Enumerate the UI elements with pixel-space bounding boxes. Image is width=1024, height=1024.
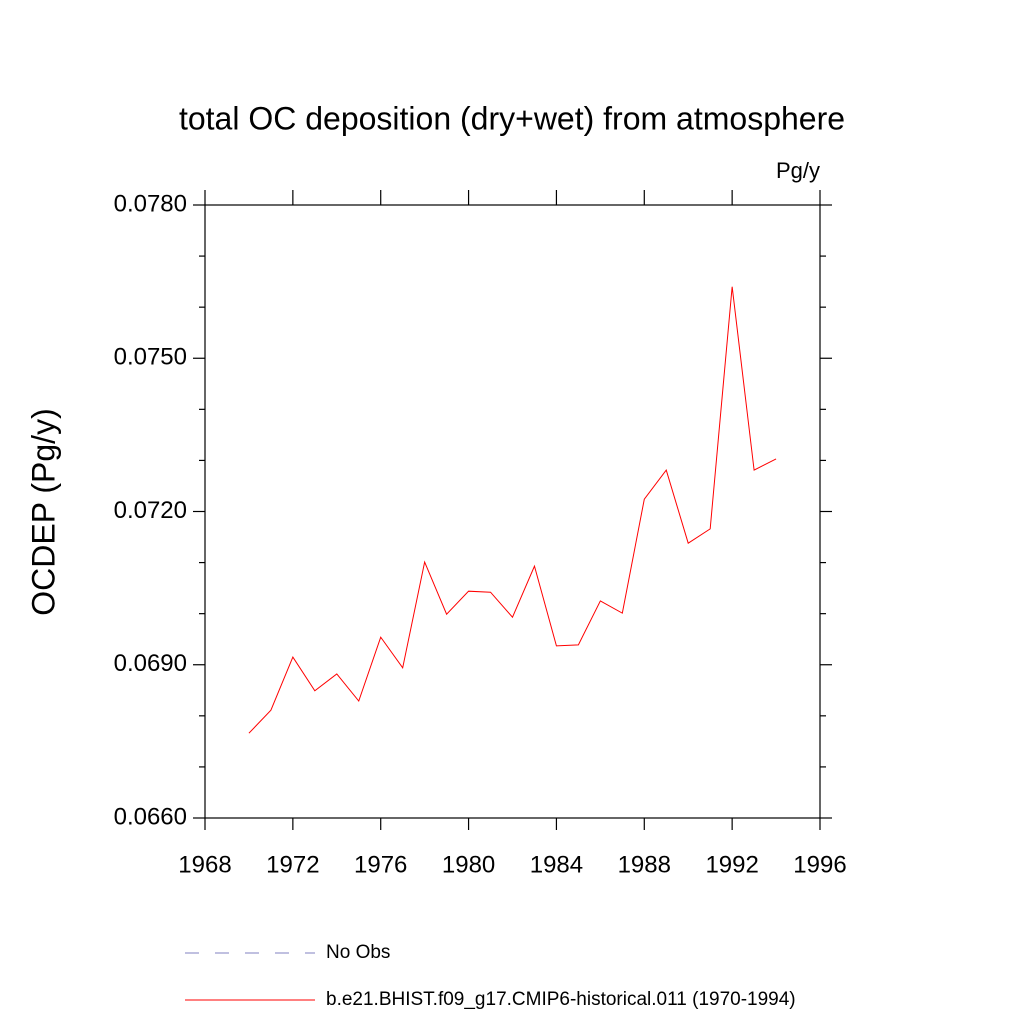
x-tick-label: 1996	[793, 851, 846, 878]
y-tick-label: 0.0750	[114, 344, 187, 371]
y-tick-label: 0.0780	[114, 190, 187, 217]
y-tick-label: 0.0690	[114, 650, 187, 677]
x-tick-label: 1972	[266, 851, 319, 878]
y-tick-label: 0.0720	[114, 497, 187, 524]
x-tick-label: 1980	[442, 851, 495, 878]
x-tick-label: 1968	[178, 851, 231, 878]
x-tick-label: 1988	[618, 851, 671, 878]
x-tick-label: 1992	[705, 851, 758, 878]
plot-frame	[204, 204, 821, 819]
units-label: Pg/y	[776, 158, 820, 183]
chart-title: total OC deposition (dry+wet) from atmos…	[179, 100, 845, 136]
legend-label: b.e21.BHIST.f09_g17.CMIP6-historical.011…	[326, 989, 796, 1010]
x-tick-label: 1984	[530, 851, 583, 878]
data-line	[248, 286, 777, 734]
x-tick-label: 1976	[354, 851, 407, 878]
y-tick-label: 0.0660	[114, 803, 187, 830]
legend-label: No Obs	[326, 942, 390, 963]
y-axis-label: OCDEP (Pg/y)	[25, 408, 61, 615]
